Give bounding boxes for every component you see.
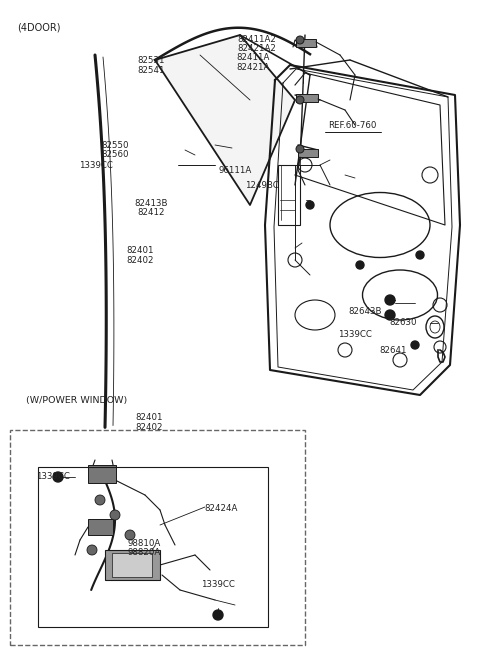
- Text: 1339CC: 1339CC: [338, 329, 372, 339]
- Text: 1339CC: 1339CC: [36, 472, 70, 481]
- Text: (W/POWER WINDOW): (W/POWER WINDOW): [26, 396, 128, 405]
- Circle shape: [296, 96, 304, 104]
- Text: 1339CC: 1339CC: [79, 160, 113, 170]
- Text: REF.60-760: REF.60-760: [329, 121, 377, 130]
- Text: 82402: 82402: [135, 422, 163, 432]
- Text: 98820A: 98820A: [127, 548, 161, 557]
- Text: 82401: 82401: [135, 413, 163, 422]
- Circle shape: [385, 310, 395, 320]
- Text: 82424A: 82424A: [204, 504, 238, 514]
- Circle shape: [385, 295, 395, 305]
- Circle shape: [213, 610, 223, 620]
- Circle shape: [53, 472, 63, 482]
- Text: 82413B: 82413B: [134, 198, 168, 208]
- Text: (4DOOR): (4DOOR): [17, 22, 60, 33]
- Circle shape: [87, 545, 97, 555]
- Bar: [10, 430, 305, 645]
- Bar: [112, 553, 152, 577]
- Text: 82412: 82412: [137, 208, 165, 217]
- Circle shape: [356, 261, 364, 269]
- Circle shape: [296, 145, 304, 153]
- Text: 82421A: 82421A: [236, 63, 270, 72]
- Bar: [296, 39, 316, 47]
- Text: 82643B: 82643B: [348, 307, 382, 316]
- Bar: [88, 519, 113, 535]
- Text: 82411A: 82411A: [236, 53, 270, 62]
- Circle shape: [296, 36, 304, 44]
- Bar: [88, 465, 116, 483]
- Bar: [105, 550, 160, 580]
- Bar: [278, 165, 300, 225]
- Circle shape: [411, 341, 419, 349]
- Circle shape: [95, 495, 105, 505]
- Text: 82421A2: 82421A2: [238, 44, 276, 53]
- Text: 82560: 82560: [101, 150, 129, 159]
- Text: 82641: 82641: [380, 346, 408, 355]
- Text: 82411A2: 82411A2: [238, 35, 276, 44]
- Text: 82630: 82630: [389, 318, 417, 327]
- Circle shape: [306, 201, 314, 209]
- Text: 96111A: 96111A: [218, 166, 252, 175]
- Text: 82402: 82402: [126, 255, 154, 265]
- Circle shape: [416, 251, 424, 259]
- Text: 98810A: 98810A: [127, 539, 161, 548]
- Text: 1249BC: 1249BC: [245, 181, 278, 190]
- Text: 82541: 82541: [137, 66, 165, 75]
- Bar: [298, 149, 318, 157]
- Polygon shape: [155, 35, 295, 205]
- Text: 82401: 82401: [126, 246, 154, 255]
- Text: 82531: 82531: [137, 56, 165, 65]
- Text: 1339CC: 1339CC: [202, 580, 235, 589]
- Bar: [38, 467, 268, 627]
- Bar: [296, 94, 318, 102]
- Circle shape: [125, 530, 135, 540]
- Text: 82550: 82550: [101, 141, 129, 150]
- Circle shape: [110, 510, 120, 520]
